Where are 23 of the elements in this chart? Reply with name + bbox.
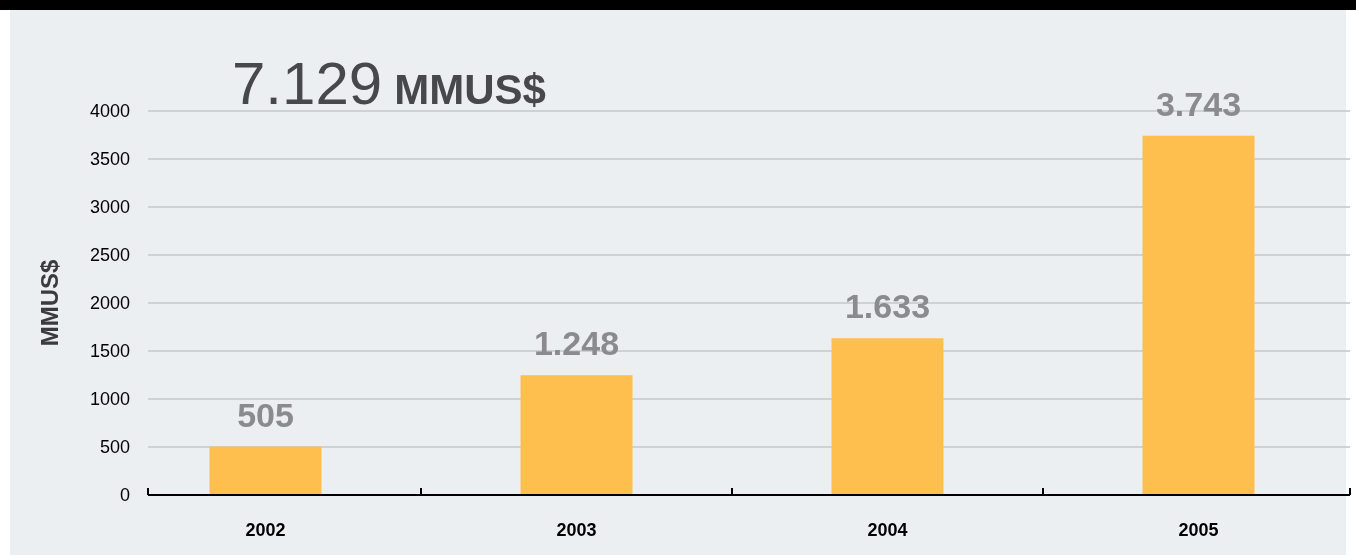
y-tick-label: 2500	[89, 245, 130, 266]
x-tick-label: 2002	[245, 520, 286, 540]
y-tick-label: 500	[99, 437, 130, 458]
data-label: 1.633	[844, 287, 931, 326]
bar	[209, 446, 322, 495]
bar	[831, 338, 944, 495]
x-tick-label: 2005	[1178, 520, 1219, 540]
y-tick-label: 1500	[89, 341, 130, 362]
x-tick-label: 2003	[556, 520, 597, 540]
y-tick-label: 4000	[89, 101, 130, 122]
data-label: 1.248	[533, 324, 620, 363]
chart-title: 7.129 MMUS$	[232, 50, 546, 117]
bar	[1142, 135, 1255, 495]
y-tick-label: 3000	[89, 197, 130, 218]
y-axis-title: MMUS$	[36, 259, 63, 347]
bar	[520, 375, 633, 495]
data-label: 3.743	[1155, 84, 1242, 123]
y-tick-label: 0	[119, 485, 130, 506]
data-label: 505	[237, 395, 294, 434]
x-tick-label: 2004	[867, 520, 908, 540]
y-tick-label: 1000	[89, 389, 130, 410]
y-tick-label: 3500	[89, 149, 130, 170]
y-tick-label: 2000	[89, 293, 130, 314]
